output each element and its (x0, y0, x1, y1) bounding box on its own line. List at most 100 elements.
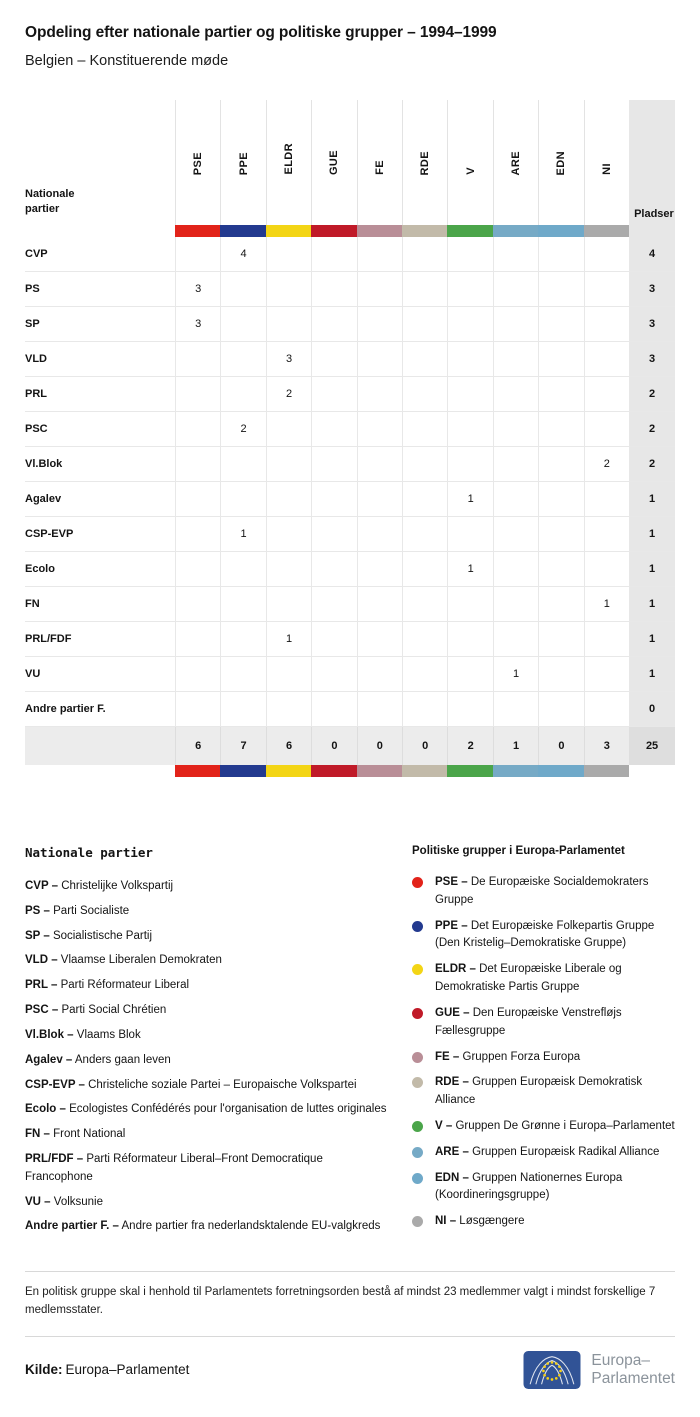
value-cell (311, 482, 356, 516)
value-cell (538, 377, 583, 411)
value-cell (220, 622, 265, 656)
party-code: PRL – (25, 979, 58, 992)
party-name: VU (25, 668, 41, 680)
seats-cell: 3 (629, 272, 676, 306)
value-cell (265, 447, 311, 481)
value-cell (356, 482, 402, 516)
seats-header-cell: Pladser (629, 100, 676, 225)
national-party-legend-item: CSP-EVP – Christeliche soziale Partei – … (25, 1077, 387, 1095)
value-cell (265, 307, 311, 341)
legends: Nationale partier CVP – Christelijke Vol… (25, 845, 675, 1243)
value-cell (492, 237, 538, 271)
value-cell (447, 587, 492, 621)
national-party-legend-item: Agalev – Anders gaan leven (25, 1052, 387, 1070)
color-bar-EDN (538, 765, 584, 777)
party-desc: Parti Réformateur Liberal–Front Democrat… (25, 1152, 323, 1183)
national-party-legend-item: PSC – Parti Social Chrétien (25, 1002, 387, 1020)
group-column-header-EDN: EDN (538, 100, 583, 225)
matrix-header-row: Nationale partier PSE PPE ELDR GUE FE RDE V ARE… (25, 100, 676, 225)
seats-col-bar-cap (629, 225, 676, 237)
value-cell (356, 587, 402, 621)
value-cell: 1 (492, 657, 538, 691)
party-code: Andre partier F. – (25, 1220, 119, 1233)
group-desc: Gruppen Forza Europa (462, 1050, 581, 1063)
value-cell (220, 657, 265, 691)
group-desc: Det Europæiske Folkepartis Gruppe (Den K… (435, 919, 655, 950)
value-cell (311, 657, 356, 691)
color-bar-V (447, 225, 493, 237)
value-cell (492, 447, 538, 481)
first-col-header-cell: Nationale partier (25, 100, 175, 225)
value-cell (265, 587, 311, 621)
party-name: PSC (25, 423, 48, 435)
national-parties-legend: Nationale partier CVP – Christelijke Vol… (25, 845, 387, 1243)
value-cell (311, 377, 356, 411)
table-row: PS 3 3 (25, 272, 676, 307)
seats-cell: 3 (629, 342, 676, 376)
seats-cell: 0 (629, 692, 676, 726)
party-desc: Vlaams Blok (76, 1028, 141, 1041)
value-cell: 2 (265, 377, 311, 411)
political-group-legend-item: ELDR – Det Europæiske Liberale og Demokr… (412, 961, 675, 997)
group-column-label: ELDR (283, 143, 296, 175)
value-cell: 0 (402, 727, 447, 765)
color-bar-EDN (538, 225, 584, 237)
national-parties-legend-title: Nationale partier (25, 845, 153, 860)
value-cell (402, 657, 447, 691)
value-cell (356, 377, 402, 411)
table-row: PRL 2 2 (25, 377, 676, 412)
value-cell (265, 237, 311, 271)
value-cell (583, 692, 629, 726)
bottom-color-bar-row (25, 765, 675, 777)
group-code: FE – (435, 1050, 460, 1063)
value-cell (402, 622, 447, 656)
seats-cell: 1 (629, 657, 676, 691)
color-bar-PSE (175, 225, 221, 237)
table-row: PSC 2 2 (25, 412, 676, 447)
table-row: VU 1 1 (25, 657, 676, 692)
table-row: FN 1 1 (25, 587, 676, 622)
group-code: GUE – (435, 1006, 470, 1019)
party-code: PSC – (25, 1004, 59, 1017)
value-cell (583, 342, 629, 376)
value-cell (402, 412, 447, 446)
group-color-dot (412, 1120, 423, 1132)
party-code: Vl.Blok – (25, 1028, 74, 1041)
value-cell: 2 (447, 727, 492, 765)
footnote: En politisk gruppe skal i henhold til Pa… (25, 1271, 675, 1337)
group-column-header-NI: NI (583, 100, 629, 225)
bar-row-spacer (25, 765, 175, 777)
political-group-legend-item: RDE – Gruppen Europæisk Demokratisk Alli… (412, 1074, 675, 1110)
value-cell (220, 272, 265, 306)
value-cell (265, 552, 311, 586)
seats-cell: 1 (629, 517, 676, 551)
value-cell (538, 447, 583, 481)
value-cell (175, 237, 220, 271)
color-bar-NI (583, 765, 630, 777)
bar-row-spacer (25, 225, 175, 237)
group-color-dot (412, 1172, 423, 1184)
group-column-label: V (464, 167, 477, 175)
political-groups-legend: Politiske grupper i Europa-Parlamentet P… (412, 845, 675, 1243)
value-cell (583, 272, 629, 306)
value-cell (447, 692, 492, 726)
value-cell (356, 447, 402, 481)
value-cell (311, 587, 356, 621)
ep-logo-line2: Parlamentet (591, 1369, 675, 1387)
party-name: VLD (25, 353, 47, 365)
political-group-legend-item: FE – Gruppen Forza Europa (412, 1049, 675, 1067)
political-group-legend-item: PSE – De Europæiske Socialdemokraters Gr… (412, 874, 675, 910)
value-cell (492, 587, 538, 621)
color-bar-ARE (492, 765, 539, 777)
value-cell (220, 692, 265, 726)
value-cell (538, 552, 583, 586)
national-party-legend-item: PRL – Parti Réformateur Liberal (25, 977, 387, 995)
group-column-label: PSE (192, 151, 205, 175)
value-cell (492, 307, 538, 341)
table-row: Agalev 1 1 (25, 482, 676, 517)
value-cell (538, 307, 583, 341)
value-cell (356, 412, 402, 446)
value-cell (538, 587, 583, 621)
group-column-label: NI (600, 163, 613, 175)
group-desc: Gruppen Europæisk Radikal Alliance (472, 1145, 660, 1158)
